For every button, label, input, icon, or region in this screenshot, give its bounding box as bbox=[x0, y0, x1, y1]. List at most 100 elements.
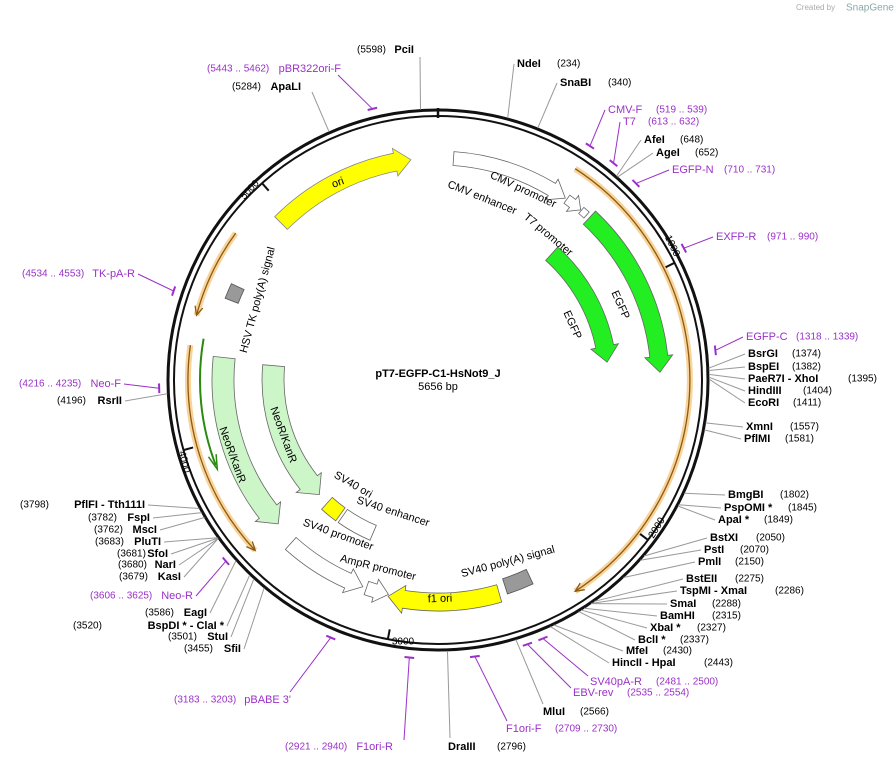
enzyme-site: (3586) bbox=[145, 608, 174, 619]
feature-egfp bbox=[582, 210, 674, 373]
orf-line bbox=[195, 232, 237, 316]
enzyme-site: (2050) bbox=[756, 533, 785, 544]
primer-leader bbox=[289, 637, 332, 693]
feature-sv40-enhancer bbox=[337, 508, 377, 541]
enzyme-name: NarI bbox=[155, 559, 176, 571]
enzyme-leader bbox=[152, 512, 202, 519]
primer-name: pBABE 3' bbox=[244, 694, 291, 706]
feature-label: T7 promoter bbox=[521, 211, 575, 259]
primer-name: EBV-rev bbox=[573, 687, 614, 699]
enzyme-name: PaeR7I - XhoI bbox=[748, 373, 818, 385]
enzyme-name: ApaI * bbox=[718, 514, 750, 526]
enzyme-site: (1395) bbox=[848, 374, 877, 385]
enzyme-leader bbox=[124, 393, 168, 402]
primer-mark bbox=[367, 106, 378, 111]
enzyme-name: AfeI bbox=[644, 134, 665, 146]
scale-label: 4000 bbox=[176, 450, 192, 475]
enzyme-site: (1557) bbox=[790, 422, 819, 433]
feature-label: ori bbox=[330, 175, 346, 190]
primer-leader bbox=[337, 74, 373, 110]
enzyme-name: PflMI bbox=[744, 433, 770, 445]
enzyme-leader bbox=[419, 56, 422, 110]
enzyme-site: (1411) bbox=[793, 398, 821, 409]
enzyme-name: PstI bbox=[704, 544, 724, 556]
enzyme-leader bbox=[515, 639, 544, 705]
enzyme-name: NdeI bbox=[517, 58, 541, 70]
primer-mark bbox=[609, 159, 618, 168]
feature-neor-outer bbox=[211, 355, 282, 525]
feature-label: EGFP bbox=[609, 289, 632, 321]
enzyme-leader bbox=[581, 609, 648, 629]
enzyme-leader bbox=[617, 152, 654, 178]
enzyme-name: RsrII bbox=[98, 395, 122, 407]
orf-green bbox=[199, 338, 217, 466]
enzyme-name: FspI bbox=[127, 512, 150, 524]
primer-name: pBR322ori-F bbox=[279, 63, 342, 75]
enzyme-site: (648) bbox=[680, 135, 703, 146]
primer-name: T7 bbox=[623, 116, 636, 128]
enzyme-leader bbox=[507, 63, 515, 119]
enzyme-name: EcoRI bbox=[748, 397, 779, 409]
primer-name: F1ori-F bbox=[506, 723, 542, 735]
primer-name: Neo-F bbox=[90, 378, 121, 390]
enzyme-name: SfoI bbox=[147, 548, 168, 560]
orf-head bbox=[194, 305, 204, 317]
enzyme-name: PmlI bbox=[698, 556, 721, 568]
primer-range: (519 .. 539) bbox=[656, 105, 707, 116]
primer-leader bbox=[635, 169, 670, 184]
enzyme-leader bbox=[705, 422, 744, 428]
enzyme-leader bbox=[640, 549, 702, 561]
primer-mark bbox=[631, 179, 641, 188]
enzyme-name: XmnI bbox=[746, 421, 773, 433]
enzyme-name: BsrGI bbox=[748, 348, 778, 360]
primer-range: (1318 .. 1339) bbox=[796, 332, 858, 343]
enzyme-leader bbox=[170, 537, 219, 555]
enzyme-site: (5284) bbox=[232, 82, 261, 93]
primer-leader bbox=[542, 638, 589, 677]
enzyme-site: (2286) bbox=[775, 586, 804, 597]
enzyme-leader bbox=[178, 538, 219, 566]
enzyme-leader bbox=[708, 353, 746, 369]
primer-mark bbox=[680, 243, 688, 253]
enzyme-name: HindIII bbox=[748, 385, 782, 397]
primer-range: (4534 .. 4553) bbox=[22, 269, 84, 280]
enzyme-name: StuI bbox=[207, 631, 228, 643]
feature-cmv-promoter bbox=[563, 194, 582, 212]
primer-mark bbox=[585, 142, 595, 150]
primer-leader bbox=[137, 273, 174, 292]
enzyme-site: (2327) bbox=[697, 623, 726, 634]
enzyme-site: (1845) bbox=[788, 503, 817, 514]
primer-name: CMV-F bbox=[608, 104, 643, 116]
primer-mark bbox=[469, 654, 480, 659]
enzyme-site: (5598) bbox=[357, 45, 386, 56]
enzyme-site: (1581) bbox=[785, 434, 814, 445]
credit: Created by bbox=[796, 3, 835, 12]
feature-ori bbox=[274, 147, 412, 230]
enzyme-name: ApaLI bbox=[270, 81, 301, 93]
feature-hsv-tk bbox=[224, 283, 245, 304]
feature-egfp-inner bbox=[545, 246, 620, 363]
enzyme-site: (652) bbox=[695, 148, 718, 159]
primer-leader bbox=[589, 109, 606, 147]
feature-t7-promoter bbox=[578, 206, 590, 219]
feature-ampr-promoter bbox=[363, 578, 390, 604]
orf-line bbox=[574, 168, 691, 592]
enzyme-leader bbox=[226, 574, 251, 627]
enzyme-leader bbox=[550, 626, 610, 664]
enzyme-site: (4196) bbox=[57, 396, 86, 407]
orf-green-head bbox=[207, 454, 219, 472]
enzyme-leader bbox=[553, 624, 624, 652]
primer-range: (613 .. 632) bbox=[648, 117, 699, 128]
enzyme-site: (3679) bbox=[119, 572, 148, 583]
enzyme-site: (3680) bbox=[118, 560, 147, 571]
enzyme-name: PflFI - Tth111I bbox=[74, 499, 145, 511]
enzyme-leader bbox=[446, 650, 451, 739]
enzyme-name: BmgBI bbox=[728, 489, 763, 501]
enzyme-name: MscI bbox=[133, 524, 157, 536]
enzyme-name: BstEII bbox=[686, 573, 717, 585]
primer-leader bbox=[403, 657, 410, 741]
primer-range: (3606 .. 3625) bbox=[90, 591, 152, 602]
primer-name: EXFP-R bbox=[716, 231, 756, 243]
enzyme-name: BclI * bbox=[638, 634, 666, 646]
map-name: pT7-EGFP-C1-HsNot9_J bbox=[375, 368, 500, 380]
